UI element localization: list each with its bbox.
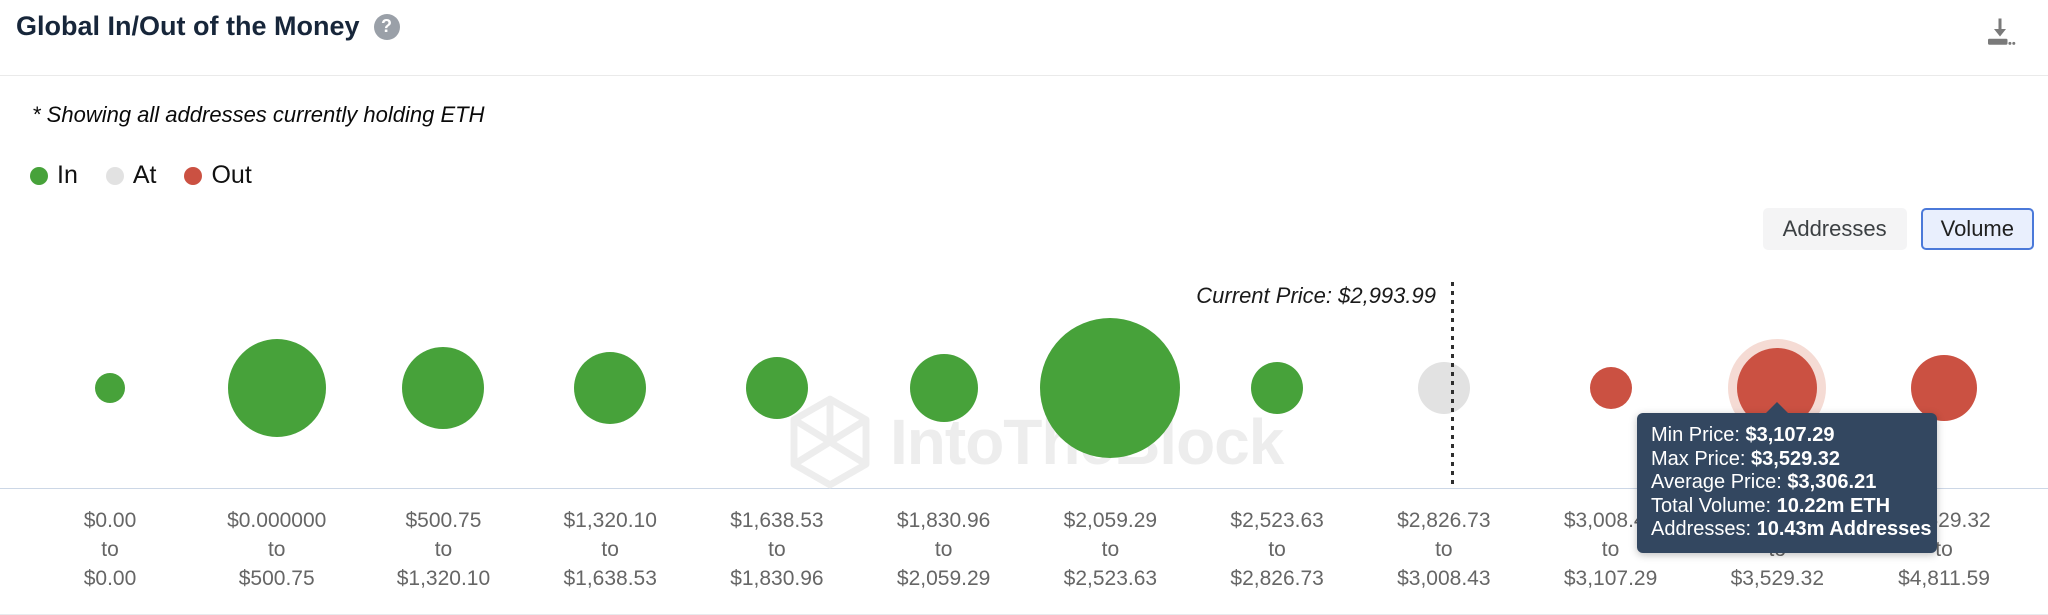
tooltip-row-value: $3,306.21 (1787, 471, 1877, 493)
bubble-in[interactable] (1040, 318, 1181, 458)
x-axis-label: $0.000000 to $500.75 (227, 509, 327, 590)
x-axis-label: $1,830.96 to $2,059.29 (896, 509, 991, 590)
bubble-in[interactable] (402, 347, 485, 429)
legend-dot-icon (30, 166, 48, 185)
x-axis-label: $500.75 to $1,320.10 (396, 509, 491, 590)
tooltip-row-value: $3,529.32 (1751, 447, 1841, 470)
bubble-in[interactable] (95, 373, 125, 403)
tooltip-row: Max Price: $3,529.32 (1651, 448, 1923, 472)
legend: In At Out (30, 161, 252, 190)
x-axis-label: $2,059.29 to $2,523.63 (1063, 509, 1158, 590)
bubble-in[interactable] (745, 357, 808, 419)
tooltip-row: Average Price: $3,306.21 (1651, 471, 1923, 495)
tooltip-row-label: Min Price: (1651, 424, 1746, 446)
x-axis-label: $1,638.53 to $1,830.96 (730, 509, 824, 590)
legend-label: In (57, 161, 78, 189)
x-axis-line (0, 488, 2048, 489)
tooltip-row-label: Average Price: (1651, 471, 1788, 493)
bubble-tooltip: Min Price: $3,107.29 Max Price: $3,529.32… (1637, 402, 1937, 553)
toggle-button-addresses[interactable]: Addresses (1762, 208, 1907, 250)
current-price-label: Current Price: $2,993.99 (1196, 283, 1436, 308)
legend-dot-icon (105, 166, 124, 185)
tooltip-row-label: Addresses: (1651, 518, 1757, 540)
legend-label: At (132, 161, 157, 189)
legend-item-in[interactable]: In (30, 161, 78, 190)
bubble-at[interactable] (1417, 362, 1470, 414)
x-axis-label: $1,320.10 to $1,638.53 (563, 509, 657, 590)
bubble-out[interactable] (1911, 355, 1978, 421)
download-icon-glyph (1988, 18, 2016, 45)
tooltip-row-label: Max Price: (1651, 447, 1752, 470)
x-axis-label: $2,523.63 to $2,826.73 (1230, 509, 1324, 590)
chart-subtitle: * Showing all addresses currently holdin… (32, 102, 485, 127)
page-title: Global In/Out of the Money ? (16, 11, 400, 42)
x-axis-label: $3,008.43 to $3,107.29 (1563, 509, 1658, 590)
bubble-out[interactable] (1589, 367, 1632, 409)
download-icon[interactable] (1982, 14, 2018, 50)
tooltip-row: Total Volume: 10.22m ETH (1651, 495, 1923, 519)
x-axis-label: $2,826.73 to $3,008.43 (1397, 509, 1491, 590)
tooltip-row-value: 10.43m Addresses (1756, 518, 1932, 540)
tooltip-row-value: 10.22m ETH (1776, 494, 1891, 517)
bubble-in[interactable] (909, 354, 978, 422)
help-icon[interactable]: ? (373, 13, 400, 40)
legend-item-out[interactable]: Out (184, 161, 252, 190)
page-title-text: Global In/Out of the Money (16, 11, 360, 41)
legend-dot-icon (184, 166, 203, 185)
tooltip-row: Addresses: 10.43m Addresses (1651, 518, 1932, 542)
legend-label: Out (211, 161, 252, 189)
toggle-button-volume[interactable]: Volume (1920, 208, 2034, 250)
tooltip-row-label: Total Volume: (1651, 494, 1777, 517)
x-axis-label: $0.00 to $0.00 (83, 509, 137, 590)
tooltip-row-value: $3,107.29 (1745, 424, 1835, 446)
tooltip-row: Min Price: $3,107.29 (1651, 424, 1923, 448)
current-price-dotted-line (1451, 282, 1454, 488)
legend-item-at[interactable]: At (105, 161, 157, 190)
bubble-in[interactable] (1251, 362, 1304, 414)
view-toggle-group: Addresses Volume (1762, 208, 2034, 250)
bubble-in[interactable] (574, 352, 647, 424)
header-divider (0, 75, 2048, 76)
bubble-in[interactable] (227, 339, 326, 437)
